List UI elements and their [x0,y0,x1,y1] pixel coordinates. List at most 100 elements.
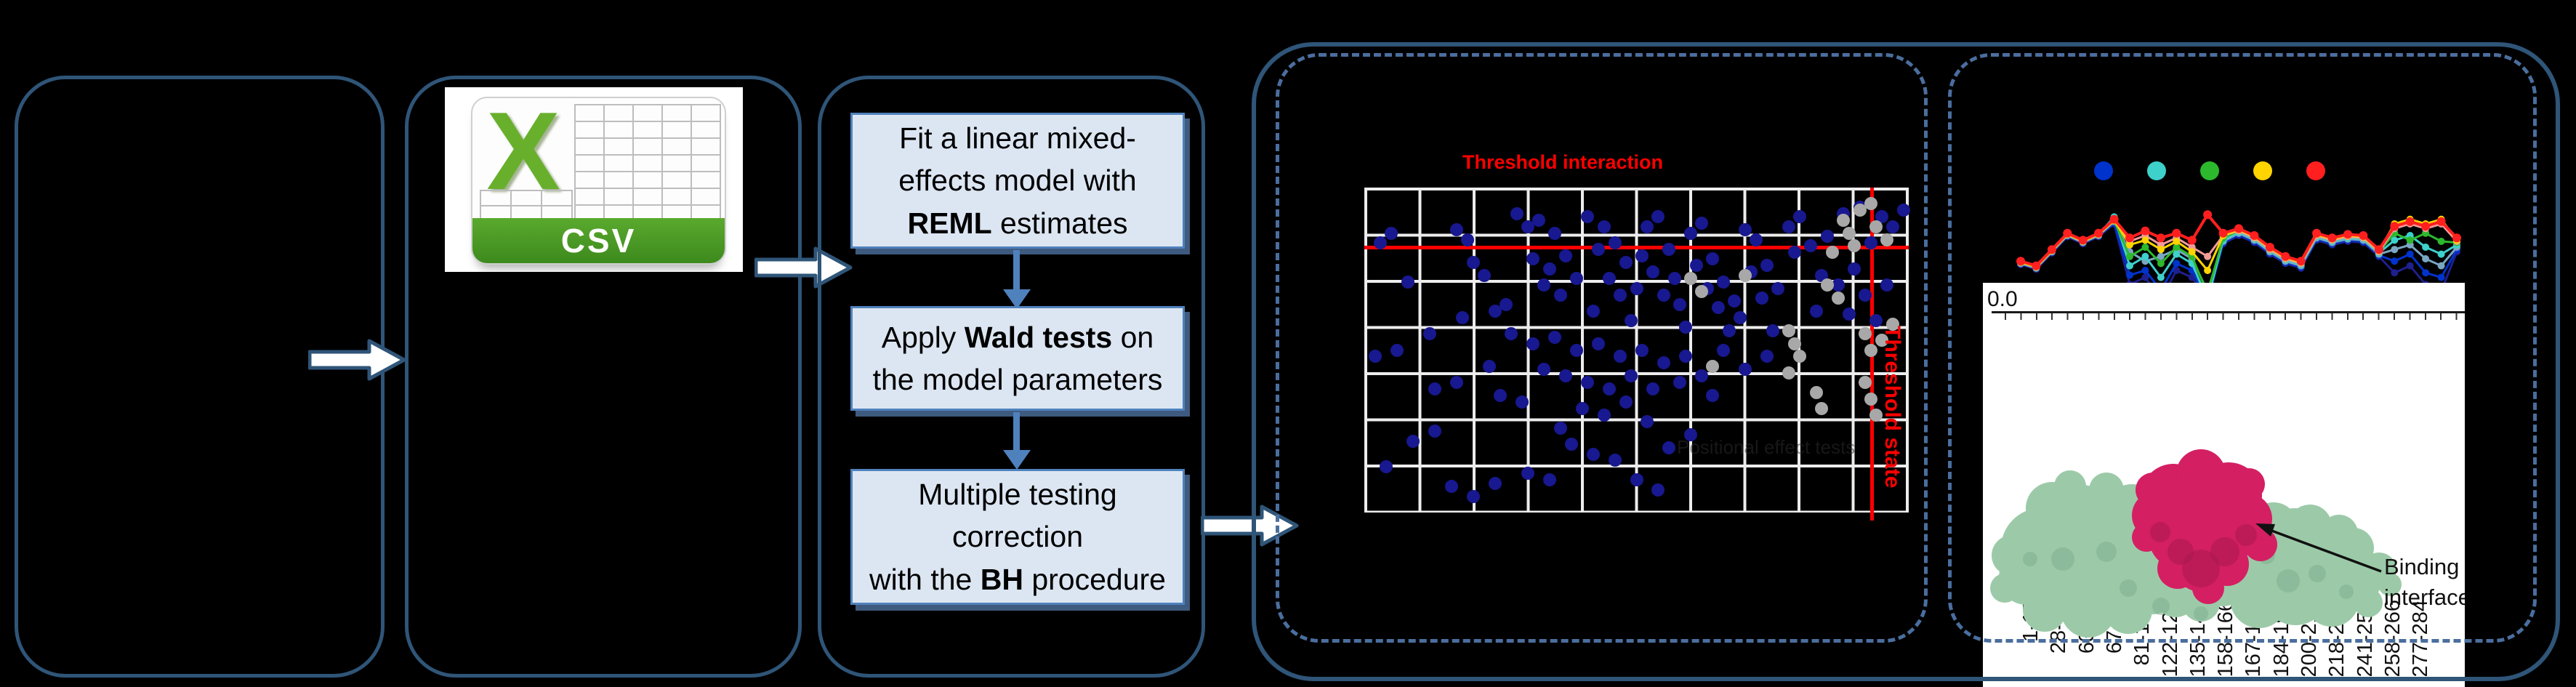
scatter-point [1711,301,1725,315]
scatter-point [1614,288,1627,302]
flow-step-text: procedure [1023,562,1166,596]
scatter-point [1641,414,1654,428]
series-marker [2436,217,2446,226]
protein-surface-blob [2339,584,2354,599]
scatter-point [1608,236,1622,249]
scatter-plot: Positional effect tests [1364,188,1910,521]
scatter-point [1837,213,1851,227]
x-axis-line [1992,311,2465,313]
scatter-point [1667,272,1681,286]
scatter-point [1575,401,1589,415]
series-marker [2126,271,2133,279]
scatter-point [1793,350,1807,363]
series-marker [2141,252,2149,260]
scatter-point [1531,213,1545,227]
scatter-point [1592,242,1606,256]
scatter-point [1390,343,1404,357]
scatter-point [1869,314,1883,328]
series-marker [2437,262,2445,270]
series-marker [2172,228,2181,238]
series-marker [2126,241,2133,249]
scatter-point [1695,369,1709,383]
protein-surface-blob [2051,547,2074,571]
scatter-point [1815,401,1829,415]
down-arrow-icon [1013,412,1020,451]
protein-surface-blob [2194,606,2208,621]
series-marker [2343,230,2352,239]
scatter-point [1559,369,1573,383]
scatter-point [1450,376,1464,390]
flow-step-text: the model parameters [872,363,1163,396]
series-marker [2391,269,2399,277]
scatter-point [1581,376,1595,390]
scatter-point [1406,434,1420,448]
flow-step-text: Wald tests [964,320,1113,354]
scatter-point [1760,259,1774,273]
flow-step-text: REML [907,206,992,240]
scatter-point [1542,262,1556,276]
series-marker [2234,224,2243,233]
scatter-point [1739,223,1752,237]
protein-surface-blob [2210,537,2239,566]
binding-interface-label: Binding interface [2384,552,2465,613]
scatter-point [1717,275,1731,289]
series-marker [2141,273,2149,281]
panel-1-box [15,76,385,678]
scatter-point [1793,210,1807,224]
scatter-point [1864,343,1877,357]
scatter-point [1859,327,1872,341]
protein-surface-blob [2320,515,2358,553]
scatter-point [1896,204,1910,217]
scatter-point [1885,317,1899,331]
protein-surface-blob [2233,468,2265,500]
scatter-point [1385,226,1398,240]
series-marker [2406,250,2414,258]
scatter-point [1880,233,1894,246]
scatter-point [1733,310,1747,324]
scatter-point [1455,310,1469,324]
scatter-point [1657,356,1670,370]
scatter-point [1521,467,1534,481]
legend-dot [2253,161,2272,180]
scatter-point [1466,255,1480,269]
scatter-point [1771,281,1785,295]
series-marker [2173,260,2181,268]
scatter-point [1684,226,1698,240]
csv-file-image: X CSV [445,87,743,272]
series-marker [2094,228,2104,238]
scatter-point [1809,385,1823,399]
protein-surface-blob [2152,598,2170,615]
protein-surface-blob [2150,522,2170,542]
series-marker [2406,236,2414,244]
series-marker [2157,246,2165,254]
faint-axis-label: Positional effect tests [1677,436,1856,458]
scatter-point [1885,220,1899,233]
scatter-point [1869,408,1883,422]
flow-step-3: Multiple testing correction with the BH pr… [850,469,1185,605]
scatter-point [1706,389,1720,403]
series-marker [2437,250,2445,258]
series-marker [2312,228,2322,238]
scatter-point [1782,366,1796,379]
series-marker [2391,257,2399,265]
scatter-point [1422,327,1436,341]
y-tick-label: 0.0 [1987,287,2018,311]
protein-surface-blob [2182,550,2220,587]
scatter-point [1542,473,1556,487]
series-marker [2126,252,2133,260]
series-marker [2452,233,2461,243]
series-marker [2250,231,2259,240]
scatter-point [1848,262,1861,276]
scatter-point [1516,395,1529,409]
scatter-point [1673,376,1687,390]
series-marker [2126,262,2133,270]
results-group-box [1252,42,2560,681]
protein-surface-blob [2023,552,2037,566]
series-marker [2437,273,2445,281]
down-arrow-icon [1013,250,1020,291]
scatter-point [1428,425,1442,438]
series-marker [2187,236,2197,245]
series-marker [2173,250,2181,258]
series-marker [2141,236,2149,244]
